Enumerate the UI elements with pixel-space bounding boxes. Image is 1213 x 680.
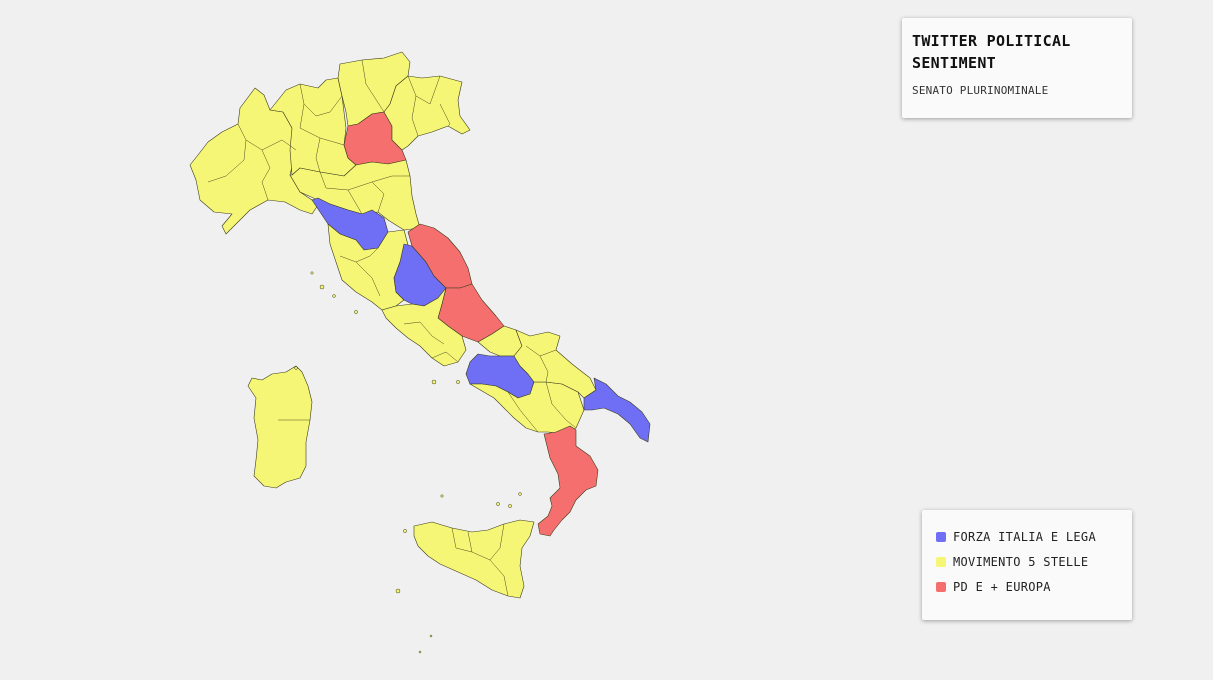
region-puglia-nord[interactable]: Puglia (nord) — MOVIMENTO 5 STELLE xyxy=(513,329,597,399)
legend-label: PD E + EUROPA xyxy=(953,579,1051,594)
legend: FORZA ITALIA E LEGA MOVIMENTO 5 STELLE P… xyxy=(922,510,1132,620)
map-title: TWITTER POLITICAL SENTIMENT xyxy=(912,32,1071,72)
legend-swatch xyxy=(936,581,946,592)
legend-swatch xyxy=(936,531,946,542)
region-veneto-centro[interactable]: Veneto (area centrale) — PD E + EUROPA xyxy=(343,111,407,166)
legend-item-movimento-5-stelle[interactable]: MOVIMENTO 5 STELLE xyxy=(936,549,1118,574)
legend-item-forza-italia-lega[interactable]: FORZA ITALIA E LEGA xyxy=(936,524,1118,549)
region-puglia-sud[interactable]: Puglia (sud) — FORZA ITALIA E LEGA xyxy=(583,377,651,443)
legend-label: MOVIMENTO 5 STELLE xyxy=(953,554,1089,569)
region-veneto-friuli[interactable]: Veneto / Friuli — MOVIMENTO 5 STELLE xyxy=(383,75,471,151)
legend-swatch xyxy=(936,556,946,567)
info-panel: TWITTER POLITICAL SENTIMENT SENATO PLURI… xyxy=(902,18,1132,118)
province-borders xyxy=(207,59,577,597)
legend-item-pd-europa[interactable]: PD E + EUROPA xyxy=(936,574,1118,599)
region-calabria[interactable]: Calabria — PD E + EUROPA xyxy=(537,425,599,537)
islands xyxy=(294,271,522,654)
legend-label: FORZA ITALIA E LEGA xyxy=(953,529,1096,544)
map-subtitle: SENATO PLURINOMINALE xyxy=(912,84,1049,97)
region-campania-basilicata[interactable]: Campania / Basilicata — MOVIMENTO 5 STEL… xyxy=(469,381,585,435)
region-sicilia[interactable]: Sicilia — MOVIMENTO 5 STELLE xyxy=(413,519,535,599)
region-sardegna[interactable]: Sardegna — MOVIMENTO 5 STELLE xyxy=(247,365,313,489)
